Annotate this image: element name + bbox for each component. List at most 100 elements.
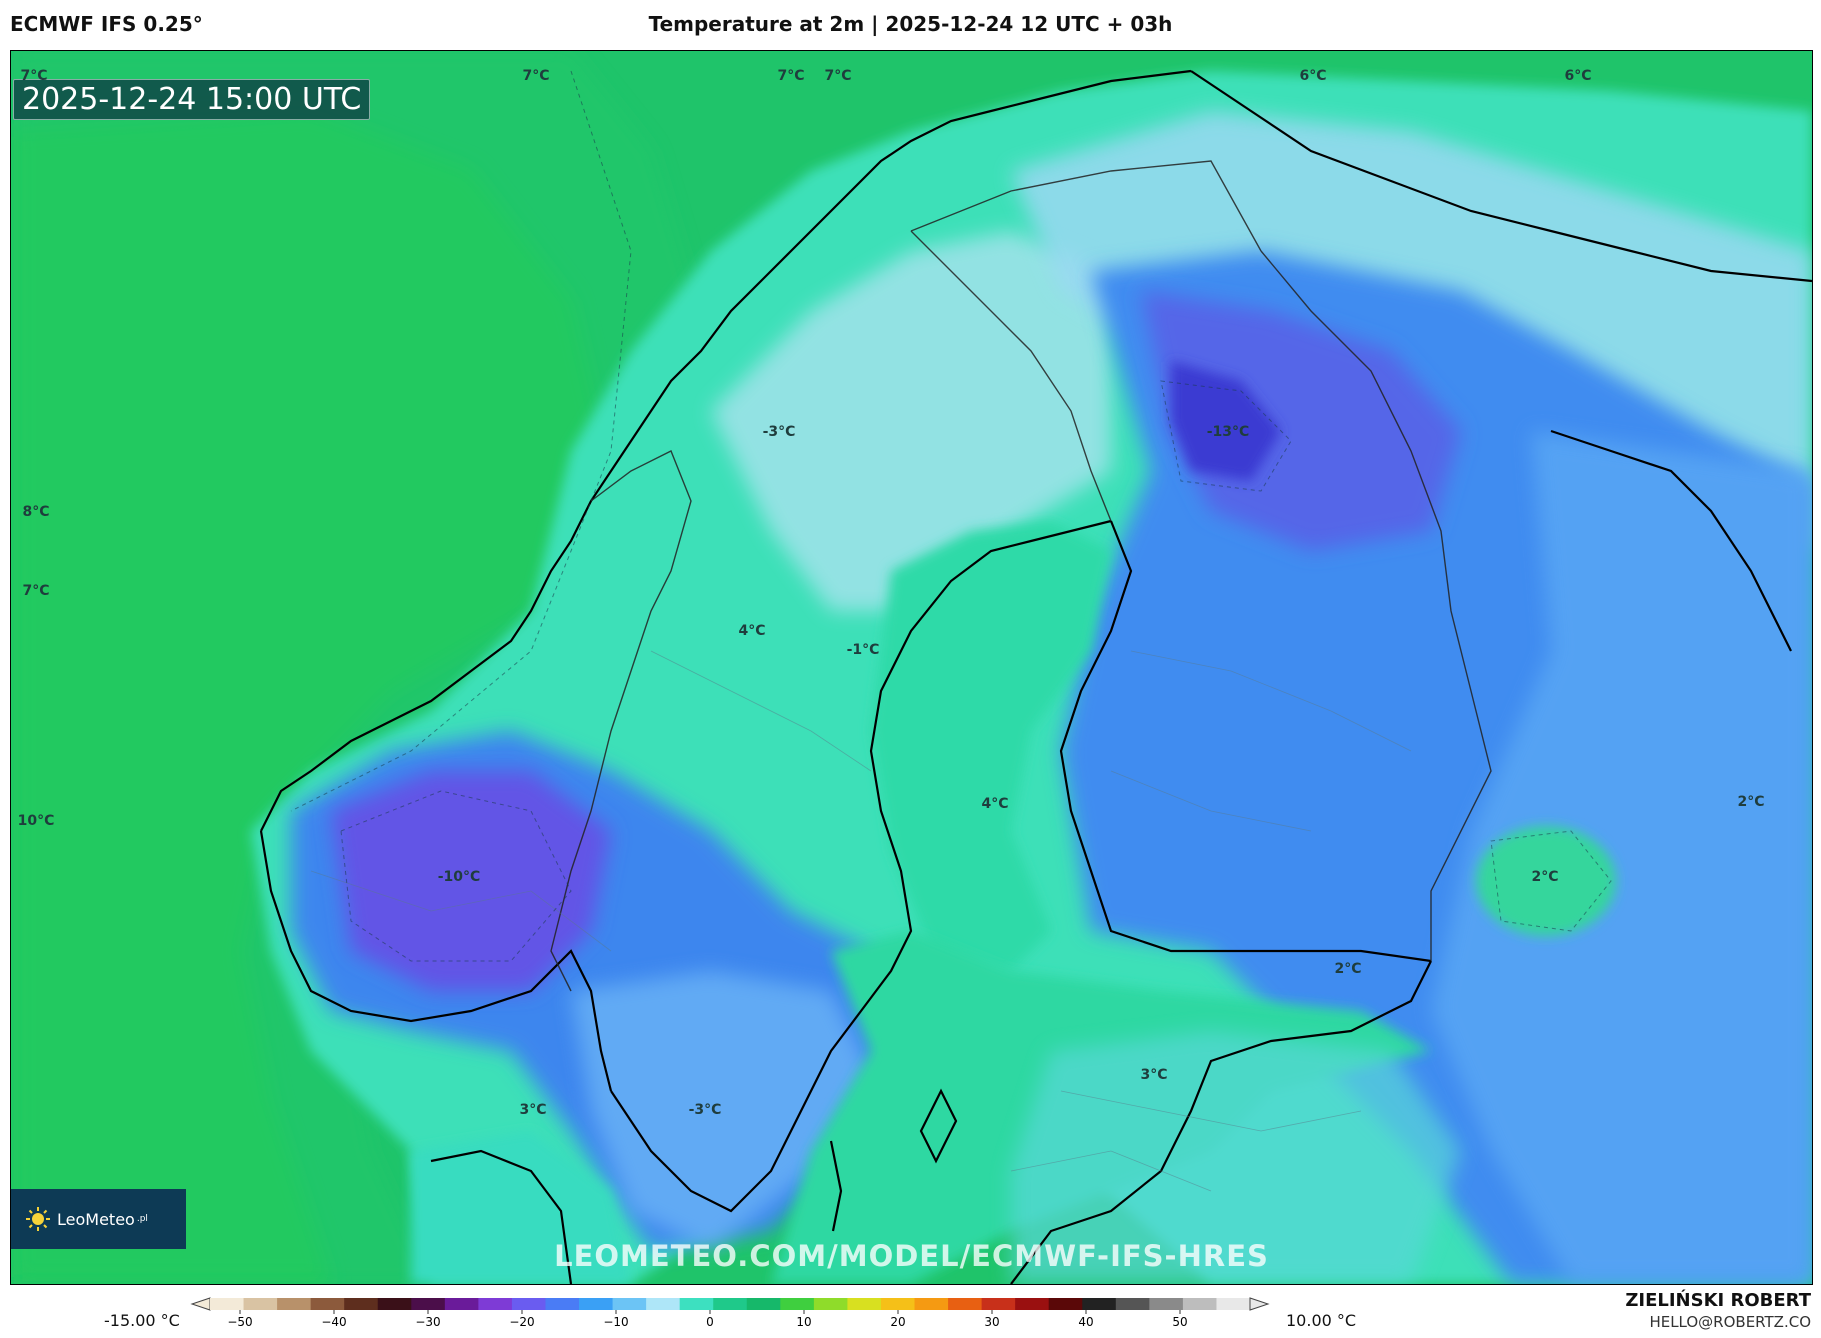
scale-swatch: [444, 1298, 479, 1310]
ocean-band-mid: [11, 51, 711, 1284]
coast-norway-south: [259, 830, 613, 1092]
scale-swatch: [1115, 1298, 1150, 1310]
scale-swatch: [612, 1298, 647, 1310]
coast-norway: [260, 69, 1192, 832]
scale-swatch: [679, 1298, 714, 1310]
gulf-bothnia: [871, 521, 1111, 971]
valid-time-badge: 2025-12-24 15:00 UTC: [13, 79, 371, 120]
border-sweden-finland: [910, 230, 1112, 522]
scale-swatch: [847, 1298, 882, 1310]
scale-swatch: [1082, 1298, 1117, 1310]
sun-icon: [26, 1207, 50, 1231]
temperature-label: -10°C: [437, 869, 481, 885]
border-finland-russia: [1260, 250, 1492, 961]
scale-swatch: [411, 1298, 446, 1310]
temperature-label: -1°C: [846, 642, 880, 658]
cold-russia: [1431, 431, 1812, 1284]
author-block: ZIELIŃSKI ROBERT HELLO@ROBERTZ.CO: [1625, 1290, 1811, 1331]
model-url-watermark: LEOMETEO.COM/MODEL/ECMWF-IFS-HRES: [554, 1239, 1269, 1273]
temperature-label: 7°C: [824, 68, 852, 84]
scale-swatch: [914, 1298, 949, 1310]
author-name: ZIELIŃSKI ROBERT: [1625, 1290, 1811, 1311]
scale-tick-label: 20: [890, 1315, 905, 1329]
coast-oland: [829, 1140, 843, 1232]
coast-gotland: [919, 1088, 958, 1164]
scale-swatch: [1015, 1298, 1050, 1310]
scale-tick-label: 0: [706, 1315, 714, 1329]
temperature-label: 8°C: [22, 504, 50, 520]
land-denmark: [411, 1131, 631, 1284]
scale-swatch: [210, 1298, 245, 1310]
scale-max-label: 10.00 °C: [1286, 1311, 1357, 1330]
temperature-label: 4°C: [738, 623, 766, 639]
scale-swatch: [1182, 1298, 1217, 1310]
coast-denmark: [430, 1149, 573, 1284]
temperature-label: -13°C: [1206, 424, 1250, 440]
temperature-label: 6°C: [1299, 68, 1327, 84]
scale-swatch: [310, 1298, 345, 1310]
scale-swatch: [344, 1298, 379, 1310]
cold-sweden-south: [571, 971, 871, 1251]
scale-min-label: -15.00 °C: [104, 1311, 180, 1330]
temperature-label: -3°C: [762, 424, 796, 440]
scale-swatch: [478, 1298, 513, 1310]
scale-tick-label: 10: [796, 1315, 811, 1329]
scale-swatch: [981, 1298, 1016, 1310]
scale-swatch: [1216, 1298, 1251, 1310]
scale-swatch: [1048, 1298, 1083, 1310]
coastlines: [259, 69, 1812, 1284]
scale-swatch: [880, 1298, 916, 1310]
cold-norway-core: [331, 771, 611, 991]
cold-finland-max: [1171, 361, 1281, 481]
scale-tick-label: 50: [1172, 1315, 1187, 1329]
scale-swatch: [780, 1298, 815, 1310]
scale-tick-label: −40: [321, 1315, 346, 1329]
temperature-label: 7°C: [522, 68, 550, 84]
land-baltics: [1011, 1031, 1461, 1284]
scale-tick-label: −50: [227, 1315, 252, 1329]
scale-swatch: [813, 1298, 848, 1310]
scale-swatch: [948, 1298, 983, 1310]
author-email[interactable]: HELLO@ROBERTZ.CO: [1649, 1313, 1811, 1331]
scale-arrow-left: [190, 1297, 211, 1311]
coast-north-russia: [1190, 70, 1812, 283]
land-north-light: [711, 231, 1111, 611]
scale-swatch: [545, 1298, 580, 1310]
temperature-label: 6°C: [1564, 68, 1592, 84]
border-norway-finland: [910, 160, 1262, 252]
coast-finland: [1059, 520, 1432, 963]
scale-swatch: [1149, 1298, 1184, 1310]
scale-tick-label: −20: [509, 1315, 534, 1329]
color-scale-bar: −50 −40 −30 −20 −10 0 10 20 30 40 50: [190, 1297, 1270, 1329]
isotherms: [290, 70, 1612, 962]
chart-title: Temperature at 2m | 2025-12-24 12 UTC + …: [648, 12, 1173, 36]
scale-swatch: [579, 1298, 614, 1310]
scale-swatch: [511, 1298, 546, 1310]
temperature-label: 4°C: [981, 796, 1009, 812]
scale-swatch: [713, 1298, 748, 1310]
temperature-label: 3°C: [1140, 1067, 1168, 1083]
logo-suffix: .pl: [136, 1214, 148, 1224]
scale-swatch: [646, 1298, 681, 1310]
scale-tick-label: 30: [984, 1315, 999, 1329]
coast-baltic-east: [1010, 960, 1432, 1284]
map-canvas: [11, 51, 1812, 1284]
coast-sweden: [610, 519, 1112, 1213]
temperature-label: 3°C: [519, 1102, 547, 1118]
coast-white-sea: [1550, 429, 1792, 652]
temperature-label: 7°C: [777, 68, 805, 84]
admin-lines: [310, 650, 1412, 1192]
temperature-label: 2°C: [1737, 794, 1765, 810]
temperature-label: 7°C: [20, 68, 48, 84]
leometeo-logo[interactable]: LeoMeteo .pl: [11, 1189, 186, 1249]
scale-swatch: [377, 1298, 412, 1310]
scale-arrow-right: [1249, 1297, 1270, 1311]
scale-tick-label: −10: [603, 1315, 628, 1329]
lake-ladoga: [1476, 826, 1616, 936]
temperature-label: 2°C: [1334, 961, 1362, 977]
temperature-label: 7°C: [22, 583, 50, 599]
scale-swatch: [277, 1298, 312, 1310]
temperature-label: 10°C: [17, 813, 55, 829]
temperature-map[interactable]: 2025-12-24 15:00 UTC 7°C 7°C 7°C 7°C 6°C 6°C 8…: [10, 50, 1813, 1285]
scale-swatch: [243, 1298, 278, 1310]
